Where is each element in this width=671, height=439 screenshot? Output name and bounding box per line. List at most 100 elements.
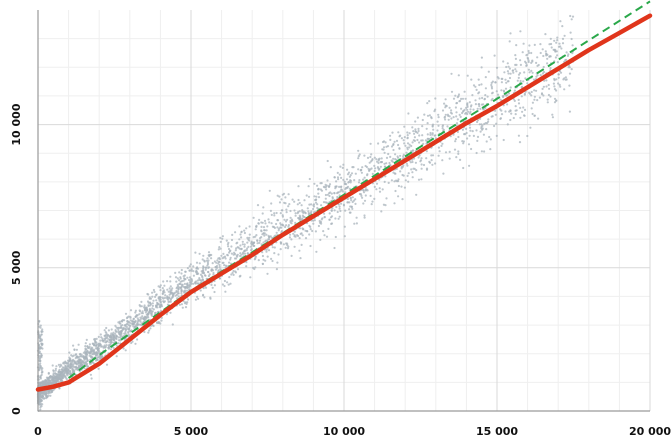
scatter-point [218, 256, 221, 260]
scatter-point [447, 118, 450, 121]
scatter-point [162, 297, 165, 300]
scatter-point [320, 204, 323, 207]
scatter-point [509, 118, 512, 122]
scatter-point [456, 96, 459, 99]
scatter-point [394, 189, 397, 193]
scatter-point [397, 179, 400, 183]
scatter-point [511, 69, 515, 72]
scatter-point [142, 318, 145, 321]
scatter-point [184, 270, 187, 273]
scatter-point [323, 212, 326, 215]
scatter-point [66, 374, 69, 377]
scatter-point [110, 339, 113, 342]
scatter-point [490, 83, 493, 87]
scatter-point [82, 360, 85, 363]
scatter-point [246, 252, 249, 255]
scatter-point [58, 368, 61, 371]
scatter-point [162, 289, 165, 292]
scatter-point [239, 244, 242, 247]
scatter-point [544, 33, 547, 36]
scatter-point [78, 370, 81, 373]
scatter-point [403, 186, 406, 189]
scatter-point [176, 297, 179, 300]
scatter-point [40, 368, 43, 371]
scatter-point [518, 72, 522, 75]
scatter-point [317, 192, 320, 195]
scatter-point [384, 204, 387, 207]
scatter-point [51, 390, 54, 393]
scatter-point [293, 234, 296, 237]
scatter-point [426, 102, 429, 105]
scatter-point [108, 345, 111, 348]
scatter-point [110, 337, 113, 340]
scatter-point [553, 39, 556, 42]
scatter-point [218, 277, 221, 280]
scatter-point [228, 250, 231, 253]
scatter-point [401, 173, 404, 177]
scatter-point [333, 176, 336, 179]
scatter-point [262, 241, 265, 244]
scatter-point [220, 254, 223, 257]
scatter-point [350, 172, 354, 175]
scatter-point [42, 397, 46, 400]
scatter-point [493, 124, 496, 128]
scatter-point [480, 66, 483, 69]
scatter-point [328, 218, 331, 221]
scatter-point [344, 191, 347, 194]
x-tick-label: 0 [34, 425, 42, 438]
scatter-point [380, 157, 383, 160]
scatter-point [519, 79, 522, 83]
scatter-point [46, 377, 49, 380]
scatter-point [165, 313, 168, 316]
scatter-point [196, 282, 199, 285]
scatter-point [353, 179, 356, 182]
scatter-point [507, 72, 510, 75]
scatter-point [508, 76, 512, 80]
scatter-point [273, 246, 276, 249]
scatter-point [428, 161, 432, 164]
scatter-point [465, 127, 468, 130]
scatter-point [117, 342, 120, 345]
scatter-point [468, 134, 471, 137]
scatter-point [254, 255, 257, 258]
scatter-point [229, 256, 232, 259]
scatter-point [87, 351, 90, 354]
scatter-point [199, 289, 202, 292]
scatter-point [161, 292, 164, 296]
scatter-point [330, 222, 333, 225]
scatter-point [38, 398, 41, 401]
scatter-point [223, 264, 226, 267]
scatter-point [488, 135, 491, 139]
scatter-point [403, 142, 406, 145]
scatter-point [316, 184, 319, 187]
scatter-point [448, 150, 451, 153]
scatter-point [264, 259, 267, 262]
scatter-point [385, 145, 388, 148]
scatter-point [263, 229, 266, 232]
scatter-point [466, 108, 469, 111]
scatter-point [54, 369, 57, 372]
scatter-point [483, 150, 486, 153]
scatter-point [307, 210, 310, 213]
scatter-point [212, 271, 215, 275]
scatter-point [298, 237, 301, 240]
scatter-point [565, 51, 568, 54]
scatter-point [340, 185, 343, 188]
scatter-point [40, 356, 43, 359]
scatter-point [308, 203, 311, 206]
scatter-point [426, 122, 429, 125]
scatter-point [411, 158, 414, 161]
scatter-point [256, 204, 260, 207]
scatter-point [480, 125, 483, 129]
scatter-point [337, 217, 340, 220]
scatter-point [500, 89, 503, 92]
scatter-point [72, 354, 75, 357]
scatter-point [524, 77, 527, 80]
scatter-point [363, 216, 366, 219]
scatter-point [54, 377, 57, 380]
scatter-point [86, 365, 89, 368]
scatter-point [517, 102, 521, 105]
scatter-point [450, 112, 453, 115]
scatter-point [448, 106, 451, 109]
scatter-point [148, 329, 151, 332]
